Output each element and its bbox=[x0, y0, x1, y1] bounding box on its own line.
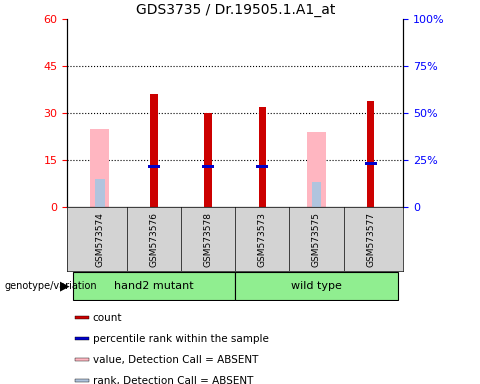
Bar bbox=[202, 165, 214, 169]
FancyBboxPatch shape bbox=[235, 272, 398, 300]
Text: genotype/variation: genotype/variation bbox=[5, 281, 97, 291]
Bar bbox=[75, 358, 89, 361]
Bar bbox=[256, 165, 268, 169]
Bar bbox=[148, 165, 160, 169]
Bar bbox=[90, 129, 109, 207]
Text: wild type: wild type bbox=[291, 281, 342, 291]
Text: ▶: ▶ bbox=[60, 280, 70, 293]
Text: GSM573578: GSM573578 bbox=[204, 212, 213, 267]
Bar bbox=[312, 182, 322, 207]
Text: rank, Detection Call = ABSENT: rank, Detection Call = ABSENT bbox=[93, 376, 253, 384]
Text: GSM573577: GSM573577 bbox=[366, 212, 375, 267]
Text: hand2 mutant: hand2 mutant bbox=[114, 281, 194, 291]
Text: GSM573576: GSM573576 bbox=[149, 212, 158, 267]
Bar bbox=[75, 338, 89, 340]
Bar bbox=[75, 316, 89, 319]
Text: percentile rank within the sample: percentile rank within the sample bbox=[93, 334, 268, 344]
FancyBboxPatch shape bbox=[72, 272, 235, 300]
Text: value, Detection Call = ABSENT: value, Detection Call = ABSENT bbox=[93, 355, 258, 365]
Bar bbox=[259, 107, 266, 207]
Text: GSM573574: GSM573574 bbox=[95, 212, 104, 267]
Title: GDS3735 / Dr.19505.1.A1_at: GDS3735 / Dr.19505.1.A1_at bbox=[135, 3, 335, 17]
Bar bbox=[75, 379, 89, 382]
Text: count: count bbox=[93, 313, 122, 323]
Bar bbox=[95, 179, 105, 207]
Text: GSM573573: GSM573573 bbox=[258, 212, 267, 267]
Bar bbox=[307, 132, 326, 207]
Text: GSM573575: GSM573575 bbox=[312, 212, 321, 267]
Bar bbox=[367, 101, 374, 207]
Bar bbox=[365, 162, 377, 166]
Bar bbox=[150, 94, 158, 207]
Bar bbox=[204, 113, 212, 207]
